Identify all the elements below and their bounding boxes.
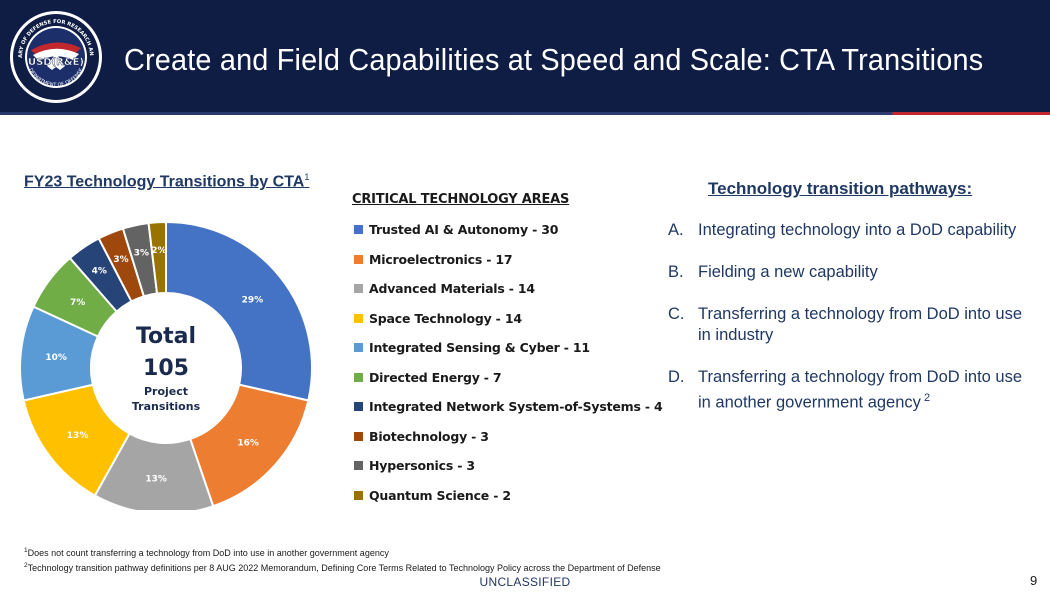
pie-slice-label-9: 3% xyxy=(134,249,149,259)
chart-center-sub-label-2: Transitions xyxy=(132,400,201,413)
legend-swatch xyxy=(354,402,363,412)
chart-center-total-value: 105 xyxy=(143,356,189,381)
footnote-text: Technology transition pathway definition… xyxy=(27,562,661,573)
header-divider xyxy=(0,112,1050,115)
pie-slice-label-7: 4% xyxy=(92,267,107,277)
usdre-seal-logo: UNDER SECRETARY OF DEFENSE FOR RESEARCH … xyxy=(9,10,102,103)
pathway-letter: C. xyxy=(668,305,685,323)
chart-center-total-label: Total xyxy=(136,324,196,349)
legend-label: Trusted AI & Autonomy - 30 xyxy=(369,222,559,238)
pie-slice-1 xyxy=(165,220,313,402)
classification-marking: UNCLASSIFIED xyxy=(479,575,571,589)
pathway-text: Integrating technology into a DoD capabi… xyxy=(698,221,1017,239)
legend-label: Microelectronics - 17 xyxy=(369,251,513,267)
legend-label: Space Technology - 14 xyxy=(369,310,522,326)
legend-label: Quantum Science - 2 xyxy=(369,487,511,503)
legend-swatch xyxy=(354,461,363,471)
legend-swatch xyxy=(354,284,363,294)
pathway-text: Transferring a technology from DoD into … xyxy=(698,305,1023,344)
pie-slice-label-10: 2% xyxy=(151,246,166,256)
chart-legend: Trusted AI & Autonomy - 30 Microelectroni… xyxy=(354,215,663,510)
footnote-2: 2Technology transition pathway definitio… xyxy=(24,560,661,575)
legend-label: Integrated Sensing & Cyber - 11 xyxy=(369,340,590,356)
chart-title-text: FY23 Technology Transitions by CTA xyxy=(24,173,305,191)
pie-slice-10 xyxy=(147,220,167,295)
legend-label: Hypersonics - 3 xyxy=(369,458,475,474)
chart-title-footnote-mark: 1 xyxy=(304,172,310,182)
pathway-item-4: D. Transferring a technology from DoD int… xyxy=(668,367,1038,414)
pathway-letter: D. xyxy=(668,368,685,386)
legend-item-2: Microelectronics - 17 xyxy=(354,245,663,275)
footnote-mark: 2 xyxy=(24,561,28,569)
legend-item-3: Advanced Materials - 14 xyxy=(354,274,663,304)
legend-swatch xyxy=(354,313,363,323)
legend-label: Integrated Network System-of-Systems - 4 xyxy=(369,399,663,415)
footnotes: 1Does not count transferring a technolog… xyxy=(24,545,661,574)
pathways-list: A. Integrating technology into a DoD capa… xyxy=(668,220,1038,435)
pathway-text: Transferring a technology from DoD into … xyxy=(698,368,1023,412)
legend-item-10: Quantum Science - 2 xyxy=(354,481,663,511)
pie-slice-label-3: 13% xyxy=(145,475,167,485)
legend-swatch xyxy=(354,372,363,382)
donut-chart: 29%16%13%13%10%7%4%3%3% 2% Total 105 Proj… xyxy=(19,220,313,510)
page-title: Create and Field Capabilities at Speed a… xyxy=(124,42,984,77)
legend-item-4: Space Technology - 14 xyxy=(354,304,663,334)
legend-item-1: Trusted AI & Autonomy - 30 xyxy=(354,215,663,245)
chart-title: FY23 Technology Transitions by CTA1 xyxy=(24,172,309,191)
pathway-item-3: C. Transferring a technology from DoD int… xyxy=(668,304,1038,346)
legend-swatch xyxy=(354,431,363,441)
footnote-text: Does not count transferring a technology… xyxy=(27,548,389,558)
footnote-1: 1Does not count transferring a technolog… xyxy=(24,545,661,560)
pathway-letter: B. xyxy=(668,263,684,281)
svg-text:USD(R&E): USD(R&E) xyxy=(28,57,84,68)
legend-swatch xyxy=(354,254,363,264)
legend-title: CRITICAL TECHNOLOGY AREAS xyxy=(352,192,570,207)
pathways-title: Technology transition pathways: xyxy=(708,179,973,198)
legend-label: Biotechnology - 3 xyxy=(369,428,489,444)
header-banner: UNDER SECRETARY OF DEFENSE FOR RESEARCH … xyxy=(0,0,1050,114)
pathway-footnote-mark: 2 xyxy=(920,392,931,404)
legend-item-8: Biotechnology - 3 xyxy=(354,422,663,452)
pie-slice-label-4: 13% xyxy=(67,431,89,441)
legend-item-7: Integrated Network System-of-Systems - 4 xyxy=(354,392,663,422)
pathway-text: Fielding a new capability xyxy=(698,263,878,281)
chart-center-sub-label-1: Project xyxy=(144,385,188,398)
legend-swatch xyxy=(354,343,363,353)
pie-slice-label-1: 29% xyxy=(242,296,264,306)
legend-label: Advanced Materials - 14 xyxy=(369,281,535,297)
pathway-item-2: B. Fielding a new capability xyxy=(668,262,1038,283)
pie-slice-label-5: 10% xyxy=(45,353,67,363)
pie-slice-label-6: 7% xyxy=(70,298,85,308)
page-number: 9 xyxy=(1030,573,1038,588)
legend-swatch xyxy=(354,490,363,500)
legend-item-6: Directed Energy - 7 xyxy=(354,363,663,393)
pathway-item-1: A. Integrating technology into a DoD capa… xyxy=(668,220,1038,241)
legend-item-5: Integrated Sensing & Cyber - 11 xyxy=(354,333,663,363)
legend-label: Directed Energy - 7 xyxy=(369,369,502,385)
pathway-letter: A. xyxy=(668,221,684,239)
legend-swatch xyxy=(354,225,363,235)
pie-slice-label-2: 16% xyxy=(237,438,259,448)
legend-item-9: Hypersonics - 3 xyxy=(354,451,663,481)
footnote-mark: 1 xyxy=(24,547,28,554)
pie-slice-label-8: 3% xyxy=(113,255,128,265)
